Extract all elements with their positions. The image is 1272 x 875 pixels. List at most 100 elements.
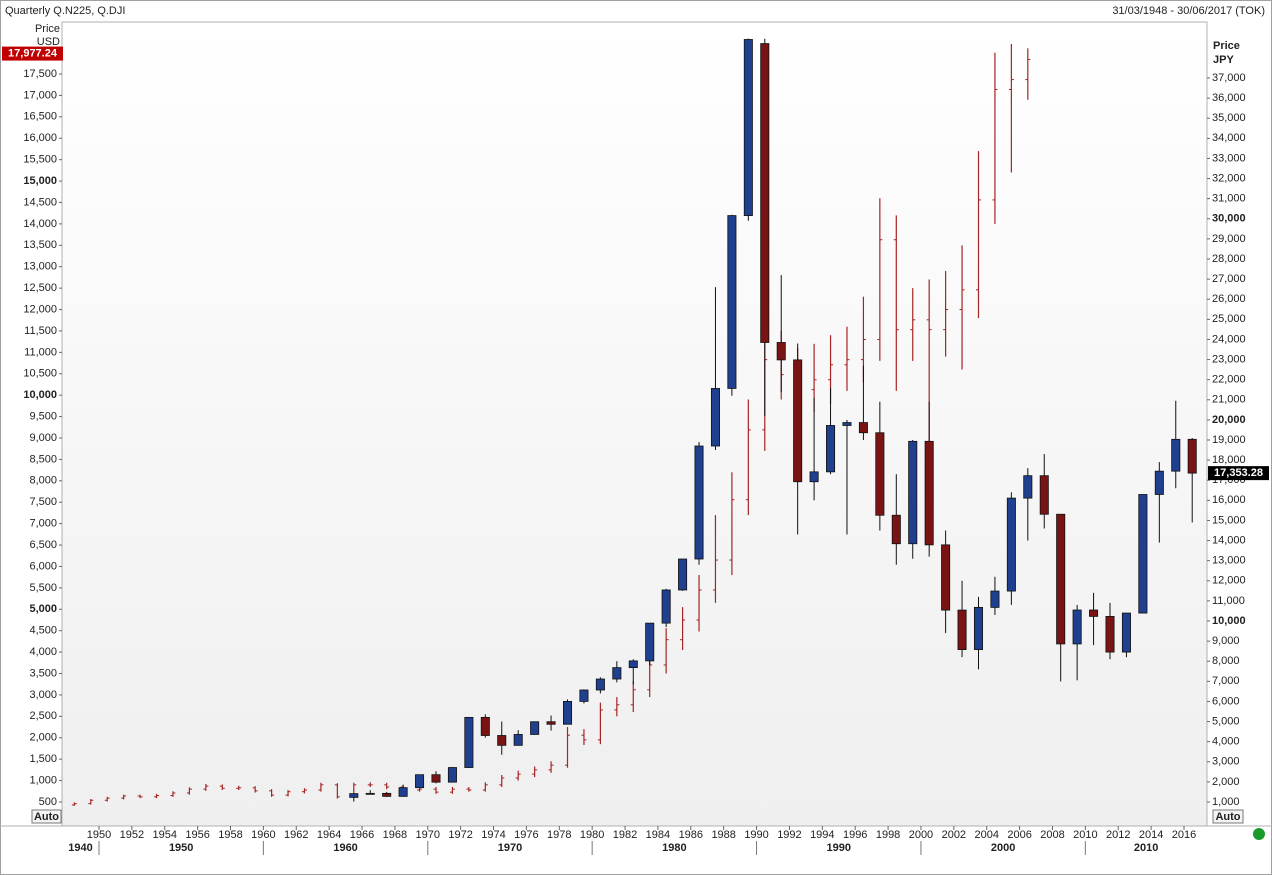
candle-body — [1023, 475, 1033, 499]
y2-tick-label: 30,000 — [1212, 213, 1246, 225]
y-tick-label: 2,000 — [29, 732, 57, 744]
y2-tick-label: 4,000 — [1212, 736, 1240, 748]
x-tick-label: 1998 — [876, 829, 900, 841]
y-tick-label: 11,000 — [24, 346, 57, 358]
candle-body — [530, 721, 540, 735]
y2-tick-label: 13,000 — [1212, 555, 1246, 567]
y-tick-label: 12,000 — [23, 303, 57, 315]
candle-body — [776, 342, 786, 361]
x-tick-label: 2008 — [1040, 829, 1064, 841]
y2-tick-label: 35,000 — [1212, 112, 1246, 124]
x-tick-label: 1990 — [744, 829, 768, 841]
candle-body — [957, 609, 967, 650]
candle-body — [809, 471, 819, 483]
y2-tick-label: 36,000 — [1212, 92, 1246, 104]
candle-body — [760, 43, 770, 343]
x-decade-label: 1960 — [333, 842, 357, 854]
scale-button[interactable] — [31, 809, 62, 824]
scale-button[interactable] — [1212, 809, 1244, 824]
x-decade-label: 2000 — [991, 842, 1015, 854]
candle-body — [694, 445, 704, 560]
x-tick-label: 1958 — [218, 829, 242, 841]
x-tick-label: 1962 — [284, 829, 308, 841]
x-decade-label: 1950 — [169, 842, 193, 854]
x-decade-label: 1980 — [662, 842, 686, 854]
y2-tick-label: 18,000 — [1212, 454, 1246, 466]
y2-tick-label: 12,000 — [1212, 575, 1246, 587]
y-tick-label: 5,000 — [29, 603, 57, 615]
candle-body — [842, 422, 852, 426]
x-tick-label: 1972 — [448, 829, 472, 841]
y2-tick-label: 19,000 — [1212, 434, 1246, 446]
y-tick-label: 16,500 — [23, 111, 57, 123]
y-tick-label: 2,500 — [29, 710, 57, 722]
x-tick-label: 2006 — [1007, 829, 1031, 841]
y-tick-label: 17,000 — [23, 89, 57, 101]
candle-body — [973, 606, 984, 650]
y2-tick-label: 24,000 — [1212, 333, 1246, 345]
candle-body — [990, 590, 1000, 608]
candle-series — [349, 38, 1197, 802]
y-tick-label: 11,500 — [24, 325, 57, 337]
x-tick-label: 1994 — [810, 829, 834, 841]
last-value-box — [1208, 466, 1269, 481]
y2-tick-label: 9,000 — [1212, 635, 1240, 647]
candle-body — [1121, 612, 1131, 653]
candle-body — [480, 716, 490, 736]
y2-tick-label: 10,000 — [1212, 615, 1246, 627]
y2-tick-label: 27,000 — [1212, 273, 1246, 285]
candle-body — [908, 440, 918, 545]
y2-axis-unit: JPY — [1213, 54, 1234, 66]
status-indicator — [1253, 828, 1265, 840]
scale-button-label[interactable]: Auto — [1215, 811, 1240, 823]
x-tick-label: 2010 — [1073, 829, 1097, 841]
candle-body — [447, 767, 457, 783]
candle-body — [858, 422, 868, 434]
x-tick-label: 2004 — [974, 829, 998, 841]
last-value-label: 17,353.28 — [1214, 467, 1263, 479]
y2-tick-label: 5,000 — [1212, 715, 1240, 727]
x-tick-label: 1980 — [580, 829, 604, 841]
candle-body — [1154, 470, 1164, 495]
candle-body — [1089, 609, 1099, 617]
x-tick-label: 2014 — [1139, 829, 1163, 841]
x-tick-label: 1956 — [185, 829, 209, 841]
y-tick-label: 8,000 — [29, 475, 57, 487]
x-tick-label: 1984 — [646, 829, 670, 841]
candle-body — [727, 215, 737, 389]
x-decade-label: 1940 — [68, 842, 92, 854]
candle-body — [1138, 494, 1148, 614]
y2-tick-label: 21,000 — [1212, 394, 1246, 406]
candle-body — [513, 734, 523, 746]
plot-area — [61, 21, 1208, 827]
x-tick-label: 1966 — [350, 829, 374, 841]
y-tick-label: 15,500 — [23, 154, 57, 166]
y-tick-label: 15,000 — [23, 175, 57, 187]
y2-tick-label: 6,000 — [1212, 695, 1240, 707]
y-tick-label: 6,500 — [29, 539, 57, 551]
x-tick-label: 1992 — [777, 829, 801, 841]
scale-button-label[interactable]: Auto — [34, 811, 59, 823]
candle-body — [382, 792, 392, 797]
x-tick-label: 1982 — [613, 829, 637, 841]
candle-body — [579, 689, 589, 702]
x-tick-label: 1960 — [251, 829, 275, 841]
last-value-box — [2, 46, 63, 61]
y2-tick-label: 28,000 — [1212, 253, 1246, 265]
candle-body — [924, 440, 934, 546]
x-tick-label: 1950 — [87, 829, 111, 841]
candle-body — [875, 432, 885, 516]
candle-body — [793, 359, 803, 483]
y2-tick-label: 25,000 — [1212, 313, 1246, 325]
y-tick-label: 13,000 — [23, 261, 57, 273]
y2-tick-label: 34,000 — [1212, 132, 1246, 144]
x-tick-label: 1970 — [416, 829, 440, 841]
y-tick-label: 3,000 — [29, 689, 57, 701]
y2-tick-label: 32,000 — [1212, 172, 1246, 184]
candle-body — [1171, 438, 1181, 472]
x-tick-label: 1964 — [317, 829, 341, 841]
y-tick-label: 3,500 — [29, 667, 57, 679]
y-tick-label: 13,500 — [23, 239, 57, 251]
